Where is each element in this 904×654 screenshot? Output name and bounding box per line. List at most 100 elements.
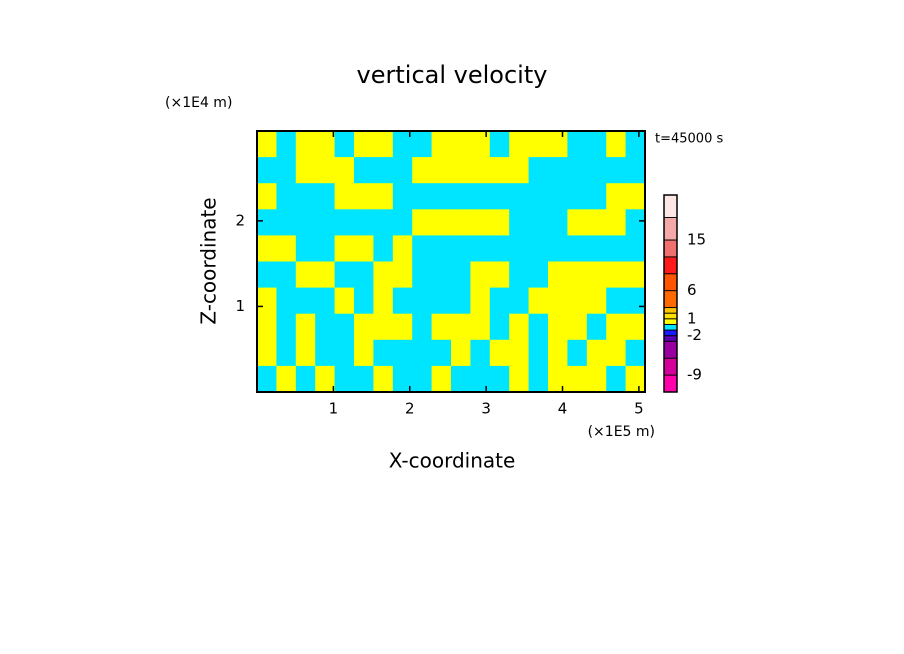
colorbar-frame <box>663 194 678 393</box>
contour-cell <box>470 131 491 158</box>
contour-cell <box>586 209 607 236</box>
contour-cell <box>334 183 355 210</box>
contour-cell <box>567 131 588 158</box>
contour-cell <box>586 261 607 289</box>
colorbar-segment <box>664 330 677 336</box>
contour-cell <box>334 235 355 262</box>
contour-cell <box>315 235 336 262</box>
contour-cell <box>567 365 588 393</box>
contour-cell <box>451 209 471 236</box>
contour-cell <box>528 365 549 393</box>
contour-cell <box>276 313 297 341</box>
contour-cell <box>509 209 530 236</box>
annotation: t=45000 s <box>655 132 723 147</box>
contour-cell <box>276 261 297 289</box>
contour-cell <box>606 235 627 262</box>
contour-cell <box>470 183 491 210</box>
colorbar-segment <box>664 217 677 241</box>
colorbar-segment <box>664 307 677 314</box>
contour-cell <box>625 261 646 289</box>
contour-cell <box>412 209 433 236</box>
colorbar-tick-label: -9 <box>687 366 702 384</box>
contour-cell <box>392 313 413 341</box>
contour-cell <box>257 235 277 262</box>
contour-cell <box>276 157 297 184</box>
contour-cell <box>315 261 336 289</box>
contour-cell <box>373 339 394 367</box>
contour-cell <box>528 261 549 289</box>
contour-cell <box>567 287 588 315</box>
contour-cell <box>489 287 510 315</box>
contour-cell <box>586 235 607 262</box>
colorbar-segment <box>664 341 677 359</box>
x-tick-label: 5 <box>634 400 644 418</box>
contour-cell <box>392 261 413 289</box>
contour-cell <box>431 287 452 315</box>
contour-cell <box>412 313 433 341</box>
contour-cell <box>392 235 413 262</box>
contour-cell <box>451 313 471 341</box>
contour-cell <box>373 287 394 315</box>
y-unit: (×1E4 m) <box>165 95 232 111</box>
contour-cell <box>373 157 394 184</box>
contour-cell <box>431 131 452 158</box>
contour-cell <box>586 131 607 158</box>
contour-cell <box>528 157 549 184</box>
contour-cell <box>295 261 316 289</box>
contour-cell <box>295 365 316 393</box>
chart-title: vertical velocity <box>357 61 548 89</box>
contour-cell <box>257 339 277 367</box>
contour-cell <box>470 365 491 393</box>
contour-cell <box>489 261 510 289</box>
contour-cell <box>412 339 433 367</box>
contour-cell <box>257 183 277 210</box>
contour-cell <box>548 313 568 341</box>
contour-cell <box>606 365 627 393</box>
contour-cell <box>548 235 568 262</box>
contour-cell <box>431 235 452 262</box>
contour-cell <box>625 131 646 158</box>
contour-cell <box>548 339 568 367</box>
contour-cell <box>257 313 277 341</box>
contour-cell <box>412 365 433 393</box>
contour-cell <box>334 261 355 289</box>
colorbar-segment <box>664 335 677 342</box>
contour-cell <box>431 209 452 236</box>
contour-cell <box>295 287 316 315</box>
y-tick-label: 1 <box>235 297 245 315</box>
contour-cell <box>315 183 336 210</box>
contour-cell <box>567 339 588 367</box>
contour-cell <box>392 157 413 184</box>
colorbar-tick-label: 15 <box>687 231 706 249</box>
contour-cell <box>276 365 297 393</box>
contour-cell <box>334 313 355 341</box>
contour-cell <box>451 235 471 262</box>
contour-cell <box>451 261 471 289</box>
contour-cell <box>528 209 549 236</box>
contour-cell <box>412 157 433 184</box>
contour-cell <box>625 365 646 393</box>
contour-cell <box>451 157 471 184</box>
contour-cell <box>334 287 355 315</box>
contour-cell <box>354 209 374 236</box>
contour-cell <box>373 235 394 262</box>
contour-cell <box>315 209 336 236</box>
contour-cell <box>586 365 607 393</box>
contour-cell <box>373 131 394 158</box>
contour-cell <box>412 183 433 210</box>
contour-cell <box>276 235 297 262</box>
contour-cell <box>412 261 433 289</box>
contour-cell <box>528 339 549 367</box>
x-unit: (×1E5 m) <box>588 424 655 440</box>
contour-cell <box>451 339 471 367</box>
contour-cell <box>606 183 627 210</box>
contour-cell <box>354 313 374 341</box>
x-tick-label: 1 <box>329 400 339 418</box>
contour-cell <box>606 313 627 341</box>
colorbar-segment <box>664 318 677 325</box>
contour-cell <box>373 209 394 236</box>
contour-cell <box>625 313 646 341</box>
contour-cell <box>354 157 374 184</box>
contour-cell <box>315 131 336 158</box>
